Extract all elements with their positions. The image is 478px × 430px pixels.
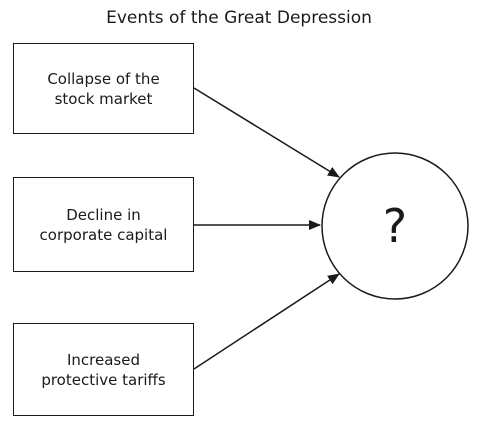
cause-label: Collapse of the stock market xyxy=(47,69,160,108)
cause-label: Increased protective tariffs xyxy=(41,350,166,389)
cause-box-stock-market: Collapse of the stock market xyxy=(13,43,194,134)
cause-box-protective-tariffs: Increased protective tariffs xyxy=(13,323,194,416)
effect-label: ? xyxy=(382,199,408,253)
cause-label: Decline in corporate capital xyxy=(39,205,168,244)
arrow-stock-market xyxy=(193,87,340,178)
effect-circle xyxy=(321,152,469,300)
arrow-protective-tariffs xyxy=(193,273,340,370)
cause-box-corporate-capital: Decline in corporate capital xyxy=(13,177,194,272)
diagram-title: Events of the Great Depression xyxy=(106,8,372,28)
